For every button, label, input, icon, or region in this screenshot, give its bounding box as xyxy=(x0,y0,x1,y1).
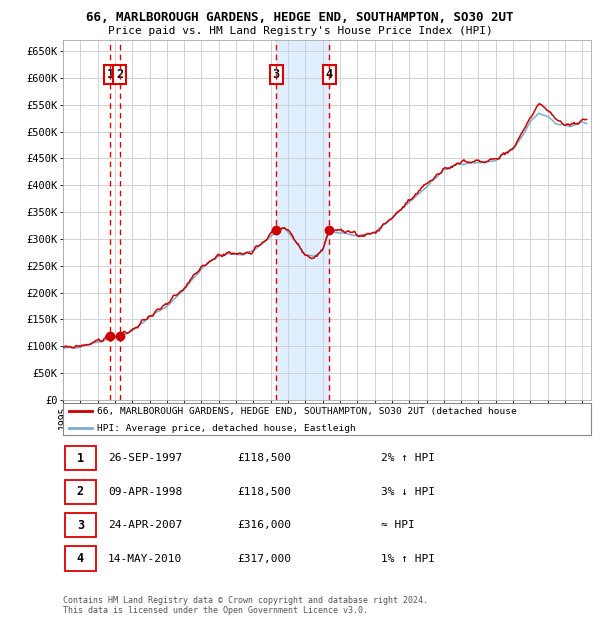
Text: 4: 4 xyxy=(326,68,332,81)
Text: £118,500: £118,500 xyxy=(237,453,291,463)
Text: 14-MAY-2010: 14-MAY-2010 xyxy=(108,554,182,564)
Text: ≈ HPI: ≈ HPI xyxy=(381,520,415,530)
Bar xyxy=(276,40,329,400)
Text: 1: 1 xyxy=(77,452,84,464)
Text: 3% ↓ HPI: 3% ↓ HPI xyxy=(381,487,435,497)
Text: HPI: Average price, detached house, Eastleigh: HPI: Average price, detached house, East… xyxy=(97,423,356,433)
Text: 2: 2 xyxy=(116,68,123,81)
Text: 24-APR-2007: 24-APR-2007 xyxy=(108,520,182,530)
Text: Contains HM Land Registry data © Crown copyright and database right 2024.
This d: Contains HM Land Registry data © Crown c… xyxy=(63,596,428,615)
Text: £317,000: £317,000 xyxy=(237,554,291,564)
Text: 1% ↑ HPI: 1% ↑ HPI xyxy=(381,554,435,564)
Text: 3: 3 xyxy=(77,519,84,531)
Text: 66, MARLBOROUGH GARDENS, HEDGE END, SOUTHAMPTON, SO30 2UT: 66, MARLBOROUGH GARDENS, HEDGE END, SOUT… xyxy=(86,11,514,24)
Text: 4: 4 xyxy=(77,552,84,565)
Text: Price paid vs. HM Land Registry's House Price Index (HPI): Price paid vs. HM Land Registry's House … xyxy=(107,26,493,36)
Text: 3: 3 xyxy=(272,68,280,81)
Text: £118,500: £118,500 xyxy=(237,487,291,497)
Text: 2% ↑ HPI: 2% ↑ HPI xyxy=(381,453,435,463)
Text: £316,000: £316,000 xyxy=(237,520,291,530)
Text: 09-APR-1998: 09-APR-1998 xyxy=(108,487,182,497)
Text: 2: 2 xyxy=(77,485,84,498)
Text: 26-SEP-1997: 26-SEP-1997 xyxy=(108,453,182,463)
Text: 1: 1 xyxy=(107,68,114,81)
Text: 66, MARLBOROUGH GARDENS, HEDGE END, SOUTHAMPTON, SO30 2UT (detached house: 66, MARLBOROUGH GARDENS, HEDGE END, SOUT… xyxy=(97,407,517,415)
